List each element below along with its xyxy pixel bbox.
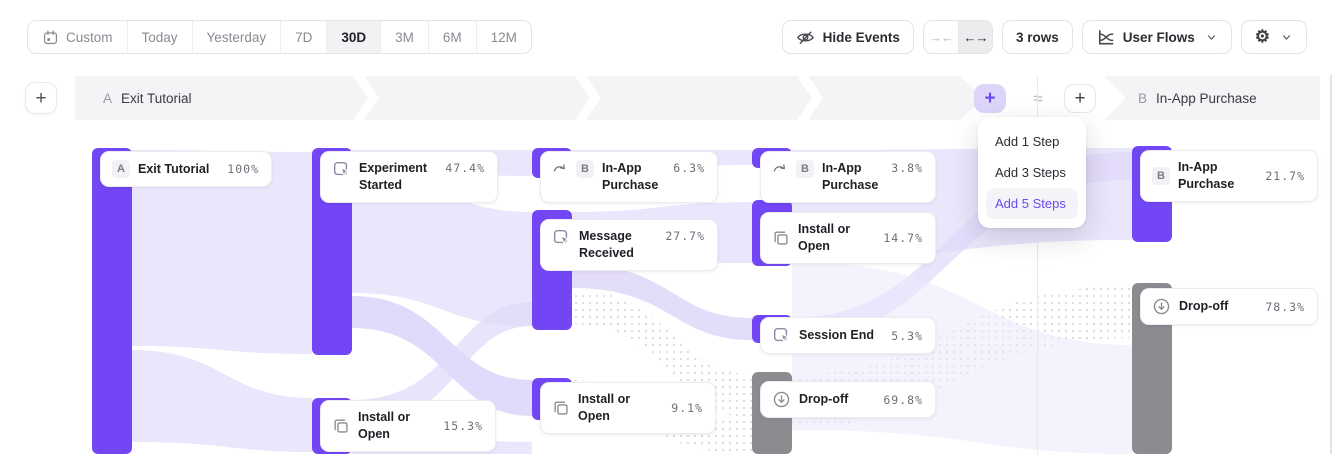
node-badge-b: B — [576, 160, 594, 178]
event-icon — [332, 160, 351, 179]
date-range-3m[interactable]: 3M — [380, 21, 428, 53]
step-a-badge: A — [103, 90, 113, 106]
hide-events-button[interactable]: Hide Events — [781, 20, 914, 54]
width-toggle: →← ←→ — [922, 20, 993, 54]
settings-button[interactable]: ⚙ — [1240, 20, 1307, 54]
section-divider — [1037, 76, 1038, 454]
node-card-in-app-purchase-b[interactable]: B In-App Purchase 21.7% — [1140, 150, 1318, 202]
node-card-install-or-open[interactable]: Install or Open 14.7% — [760, 212, 936, 264]
add-steps-after-button[interactable]: + — [974, 84, 1006, 113]
rows-label: 3 rows — [1015, 29, 1059, 45]
step-b-badge: B — [1138, 90, 1148, 106]
approx-icon: ≈ — [1033, 88, 1043, 108]
node-badge-b: B — [1152, 166, 1170, 185]
node-card-in-app-purchase[interactable]: B In-App Purchase 3.8% — [760, 151, 936, 203]
flow-step-b-band[interactable]: B In-App Purchase — [1104, 76, 1320, 120]
add-steps-menu: Add 1 Step Add 3 Steps Add 5 Steps — [978, 117, 1086, 228]
node-card-drop-off-b[interactable]: Drop-off 78.3% — [1140, 288, 1318, 325]
expand-arrows-icon[interactable]: ←→ — [957, 21, 992, 53]
node-card-message-received[interactable]: Message Received 27.7% — [540, 219, 718, 271]
skip-arrow-icon — [552, 160, 568, 176]
collapse-arrows-icon[interactable]: →← — [928, 29, 954, 45]
node-card-experiment-started[interactable]: Experiment Started 47.4% — [320, 151, 498, 203]
copy-icon — [552, 399, 570, 417]
drop-off-icon — [772, 390, 791, 409]
drop-off-icon — [1152, 297, 1171, 316]
add-steps-before-b-button[interactable]: + — [1064, 84, 1096, 113]
copy-icon — [772, 229, 790, 247]
node-bar-exit-tutorial[interactable] — [92, 148, 132, 454]
plus-icon: + — [35, 87, 47, 109]
node-card-install-or-open[interactable]: Install or Open 9.1% — [540, 382, 716, 434]
node-card-install-or-open[interactable]: Install or Open 15.3% — [320, 400, 496, 452]
event-icon — [772, 326, 791, 345]
menu-item-add-3-steps[interactable]: Add 3 Steps — [995, 165, 1066, 180]
node-badge-b: B — [796, 160, 814, 178]
event-icon — [552, 228, 571, 247]
chart-type-label: User Flows — [1122, 29, 1195, 45]
date-range-7d[interactable]: 7D — [280, 21, 326, 53]
date-range-selector: Custom Today Yesterday 7D 30D 3M 6M 12M — [27, 20, 532, 54]
menu-item-add-1-step[interactable]: Add 1 Step — [995, 134, 1060, 149]
date-range-yesterday[interactable]: Yesterday — [191, 21, 281, 53]
step-b-label: In-App Purchase — [1156, 90, 1257, 106]
menu-item-add-5-steps[interactable]: Add 5 Steps — [986, 188, 1078, 219]
node-card-session-end[interactable]: Session End 5.3% — [760, 317, 936, 354]
date-range-custom[interactable]: Custom — [28, 21, 127, 53]
date-range-12m[interactable]: 12M — [475, 21, 531, 53]
skip-arrow-icon — [772, 160, 788, 176]
node-card-drop-off[interactable]: Drop-off 69.8% — [760, 381, 936, 418]
right-panel-edge[interactable] — [1330, 75, 1332, 454]
rows-button[interactable]: 3 rows — [1001, 20, 1073, 54]
hide-events-label: Hide Events — [822, 29, 900, 45]
plus-icon: + — [1074, 88, 1086, 109]
node-badge-a: A — [112, 160, 130, 178]
chart-type-button[interactable]: User Flows — [1081, 20, 1232, 54]
add-step-before-button[interactable]: + — [25, 82, 57, 114]
node-card-exit-tutorial[interactable]: A Exit Tutorial 100% — [100, 151, 272, 187]
copy-icon — [332, 417, 350, 435]
step-a-label: Exit Tutorial — [121, 90, 192, 106]
node-card-in-app-purchase[interactable]: B In-App Purchase 6.3% — [540, 151, 718, 203]
date-range-today[interactable]: Today — [126, 21, 192, 53]
date-range-30d[interactable]: 30D — [326, 21, 381, 53]
toolbar-right: Hide Events →← ←→ 3 rows User Flows ⚙ — [781, 20, 1307, 54]
date-range-6m[interactable]: 6M — [427, 21, 476, 53]
plus-icon: + — [984, 88, 996, 109]
toolbar: Custom Today Yesterday 7D 30D 3M 6M 12M … — [27, 20, 1307, 54]
date-range-label: Custom — [66, 29, 113, 45]
flow-step-a-band[interactable]: A Exit Tutorial — [75, 76, 960, 120]
gear-icon: ⚙ — [1254, 27, 1270, 46]
